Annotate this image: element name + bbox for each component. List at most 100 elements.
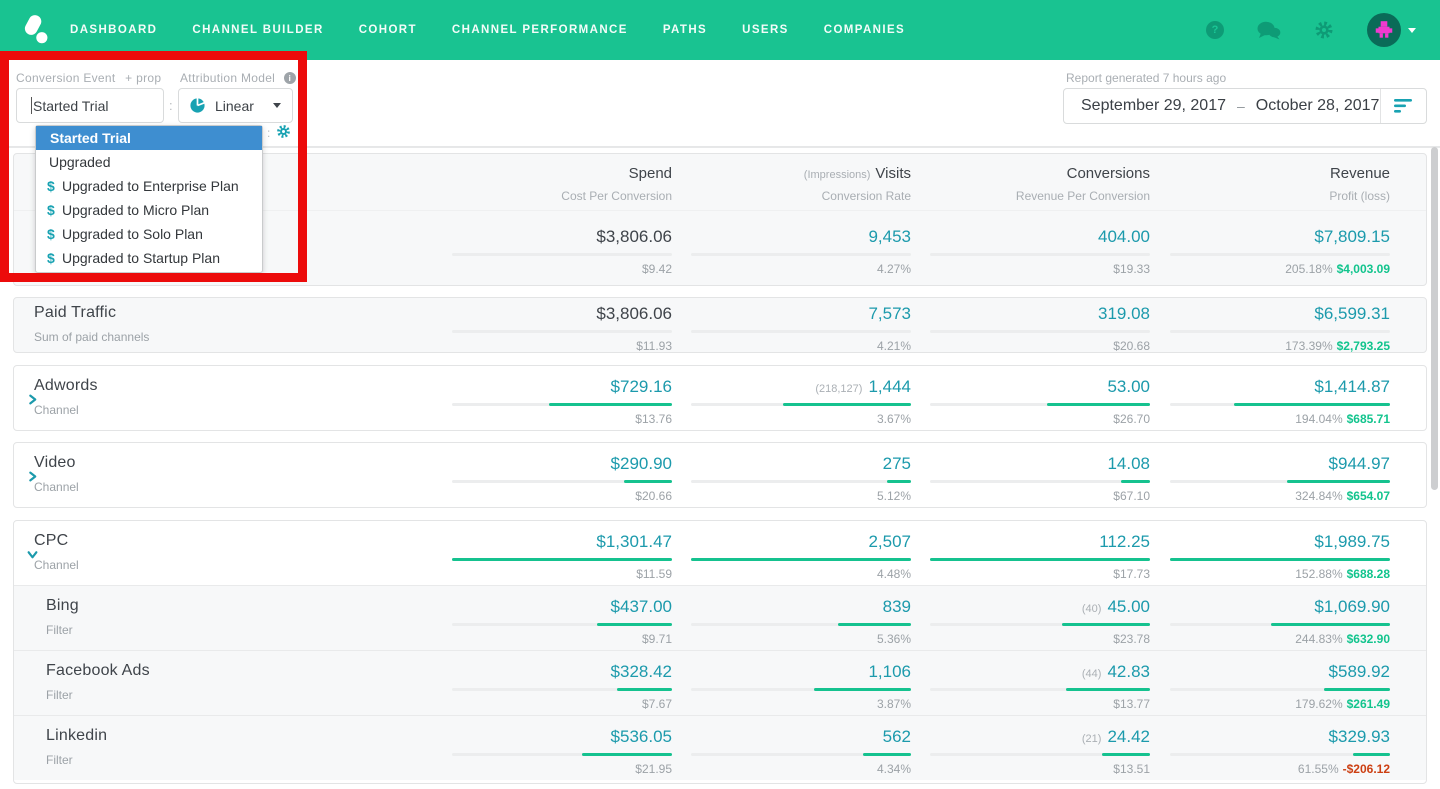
metric-bar [452,753,672,756]
metric-value: (21) 24.42 [930,726,1150,747]
profit-percent: 244.83% [1295,632,1343,646]
report-generated-text: Report generated 7 hours ago [1066,71,1227,85]
metric-cell-conversions: 112.25 $17.73 [930,531,1150,581]
dropdown-item-upgraded[interactable]: Upgraded [36,150,262,174]
dropdown-item-upgraded-to-enterprise-plan[interactable]: $ Upgraded to Enterprise Plan [36,174,262,198]
conversion-event-input[interactable]: Started Trial [16,88,164,123]
separator-colon: : [169,98,173,113]
metric-value: 404.00 [930,226,1150,247]
chat-icon[interactable] [1257,21,1281,40]
nav-item-channel-performance[interactable]: CHANNEL PERFORMANCE [451,24,628,36]
table-row-cpc[interactable]: CPC Channel $1,301.47 $11.59 2,507 4.48% 112.2… [14,521,1426,585]
table-card-2: Adwords Channel $729.16 $13.76 (218,127) 1,44… [13,365,1427,431]
metric-bar-fill [1062,623,1150,626]
help-icon[interactable]: ? [1206,21,1224,39]
info-icon[interactable]: i [283,72,296,84]
column-header-prefix: (Impressions) [803,169,871,181]
dropdown-item-upgraded-to-micro-plan[interactable]: $ Upgraded to Micro Plan [36,198,262,222]
settings-gear-icon[interactable] [276,124,291,139]
metric-bar-fill [886,480,911,483]
nav-item-companies[interactable]: COMPANIES [823,24,906,36]
dropdown-item-started-trial[interactable]: Started Trial [36,126,262,150]
metric-cell-conversions: 14.08 $67.10 [930,453,1150,503]
nav-item-cohort[interactable]: COHORT [358,24,417,36]
row-title: Video [34,454,76,471]
table-row-adwords[interactable]: Adwords Channel $729.16 $13.76 (218,127) 1,44… [14,366,1426,430]
metric-bar-fill [691,558,911,561]
chevron-right-icon[interactable] [27,392,38,410]
table-header-row: Spend Cost Per Conversion (Impressions) Vis… [14,154,1426,211]
metric-value: $729.16 [452,376,672,397]
table-row-paid-traffic[interactable]: Paid Traffic Sum of paid channels $3,806.0… [14,298,1426,352]
metric-value-text: $1,301.47 [596,532,672,551]
metric-value-text: 404.00 [1098,227,1150,246]
metric-bar [930,623,1150,626]
nav-item-dashboard[interactable]: DASHBOARD [70,24,158,36]
metric-cell-revenue: $944.97 324.84% $654.07 [1170,453,1390,503]
metric-bar [452,330,672,333]
avatar[interactable] [1367,13,1401,47]
table-row-bing[interactable]: Bing Filter $437.00 $9.71 839 5.36% (40) 45.00 $… [14,585,1426,650]
pie-chart-icon [190,98,205,113]
dropdown-item-label: Upgraded [49,154,111,170]
metric-subvalue: 152.88% $688.28 [1170,567,1390,581]
metric-value-prefix: (40) [1081,603,1102,615]
metric-bar [1170,480,1390,483]
metric-bar [1170,753,1390,756]
row-title-block: Linkedin Filter [46,716,107,767]
metric-value-prefix: (44) [1081,668,1102,680]
date-options-button[interactable] [1380,89,1426,123]
table-row-linkedin[interactable]: Linkedin Filter $536.05 $21.95 562 4.34% (21) 2… [14,715,1426,780]
table-row-video[interactable]: Video Channel $290.90 $20.66 275 5.12% 14.08 $6… [14,443,1426,507]
row-title-block: Video Channel [34,443,79,494]
chevron-right-icon[interactable] [27,469,38,487]
metric-value-text: $328.42 [610,662,672,681]
metric-bar-fill [623,480,672,483]
metric-value: $290.90 [452,453,672,474]
profit-percent: 324.84% [1295,489,1343,503]
metric-bar [452,253,672,256]
profit-amount: $654.07 [1346,489,1390,503]
app-logo-icon[interactable] [18,12,54,48]
metric-value-text: $1,989.75 [1314,532,1390,551]
metric-bar [691,403,911,406]
dropdown-item-upgraded-to-startup-plan[interactable]: $ Upgraded to Startup Plan [36,246,262,270]
metric-bar [691,623,911,626]
table-row-facebook-ads[interactable]: Facebook Ads Filter $328.42 $7.67 1,106 3.87%… [14,650,1426,715]
metric-bar-fill [1233,403,1390,406]
metric-bar-fill [581,753,672,756]
metric-cell-spend: $536.05 $21.95 [452,726,672,776]
dropdown-item-upgraded-to-solo-plan[interactable]: $ Upgraded to Solo Plan [36,222,262,246]
dollar-icon: $ [47,250,55,266]
metric-bar [452,558,672,561]
metric-value: $328.42 [452,661,672,682]
top-nav: DASHBOARD CHANNEL BUILDER COHORT CHANNEL PE… [0,0,1440,60]
metric-bar [1170,558,1390,561]
metric-value: $944.97 [1170,453,1390,474]
add-prop-link[interactable]: + prop [125,71,162,85]
metric-value: 112.25 [930,531,1150,552]
metric-value-prefix: (218,127) [815,383,863,395]
gear-icon[interactable] [1314,20,1334,40]
vertical-scrollbar-thumb[interactable] [1431,147,1438,490]
profit-percent: 205.18% [1285,262,1333,276]
metric-cell-revenue: $1,989.75 152.88% $688.28 [1170,531,1390,581]
nav-item-users[interactable]: USERS [742,24,789,36]
chevron-down-icon[interactable] [27,547,38,565]
metric-cell-revenue: $589.92 179.62% $261.49 [1170,661,1390,711]
user-menu[interactable] [1367,13,1416,47]
nav-item-channel-builder[interactable]: CHANNEL BUILDER [192,24,324,36]
metric-value-text: 1,106 [868,662,911,681]
date-range-end: October 28, 2017 [1255,97,1380,114]
attribution-model-select[interactable]: Linear [178,88,293,123]
metric-cell-revenue: $329.93 61.55% -$206.12 [1170,726,1390,776]
nav-item-paths[interactable]: PATHS [662,24,708,36]
metric-bar [1170,253,1390,256]
metric-value: $589.92 [1170,661,1390,682]
date-range-picker[interactable]: September 29, 2017 – October 28, 2017 [1063,88,1427,124]
metric-cell-visits: 7,573 4.21% [691,303,911,352]
metric-cell-visits: (218,127) 1,444 3.67% [691,376,911,426]
metric-bar-fill [1046,403,1150,406]
metric-value: (44) 42.83 [930,661,1150,682]
metric-value-text: 9,453 [868,227,911,246]
